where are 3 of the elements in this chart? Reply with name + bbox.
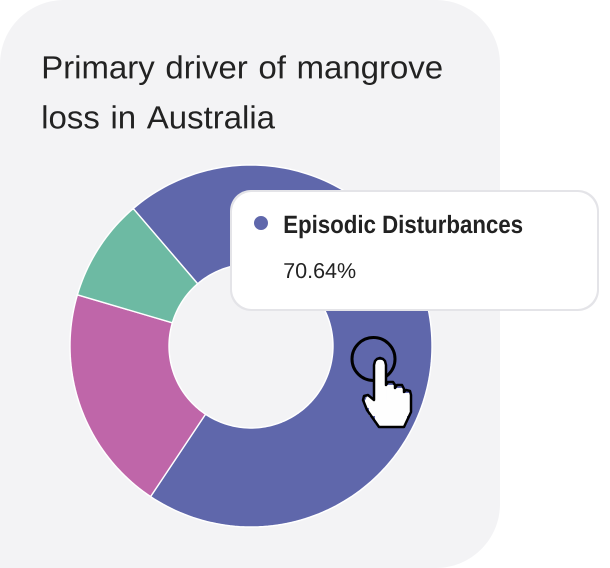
chart-title: Primary driver of mangrove loss in Australia — [43, 55, 442, 129]
data-label: 70.64% — [284, 262, 356, 278]
legend-label: Episodic Disturbances — [284, 214, 522, 238]
